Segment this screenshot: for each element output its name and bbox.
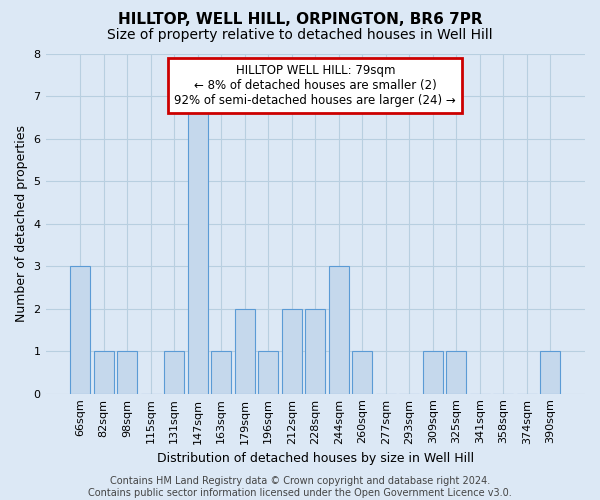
Bar <box>329 266 349 394</box>
Text: Contains HM Land Registry data © Crown copyright and database right 2024.
Contai: Contains HM Land Registry data © Crown c… <box>88 476 512 498</box>
Bar <box>423 351 443 394</box>
Bar <box>70 266 90 394</box>
Bar <box>352 351 373 394</box>
Bar <box>258 351 278 394</box>
X-axis label: Distribution of detached houses by size in Well Hill: Distribution of detached houses by size … <box>157 452 474 465</box>
Bar <box>282 309 302 394</box>
Bar <box>211 351 231 394</box>
Bar <box>188 96 208 394</box>
Bar <box>235 309 255 394</box>
Bar <box>117 351 137 394</box>
Bar <box>541 351 560 394</box>
Text: Size of property relative to detached houses in Well Hill: Size of property relative to detached ho… <box>107 28 493 42</box>
Bar <box>305 309 325 394</box>
Bar <box>446 351 466 394</box>
Bar <box>94 351 113 394</box>
Y-axis label: Number of detached properties: Number of detached properties <box>15 126 28 322</box>
Text: HILLTOP WELL HILL: 79sqm
← 8% of detached houses are smaller (2)
92% of semi-det: HILLTOP WELL HILL: 79sqm ← 8% of detache… <box>175 64 456 107</box>
Bar <box>164 351 184 394</box>
Text: HILLTOP, WELL HILL, ORPINGTON, BR6 7PR: HILLTOP, WELL HILL, ORPINGTON, BR6 7PR <box>118 12 482 28</box>
